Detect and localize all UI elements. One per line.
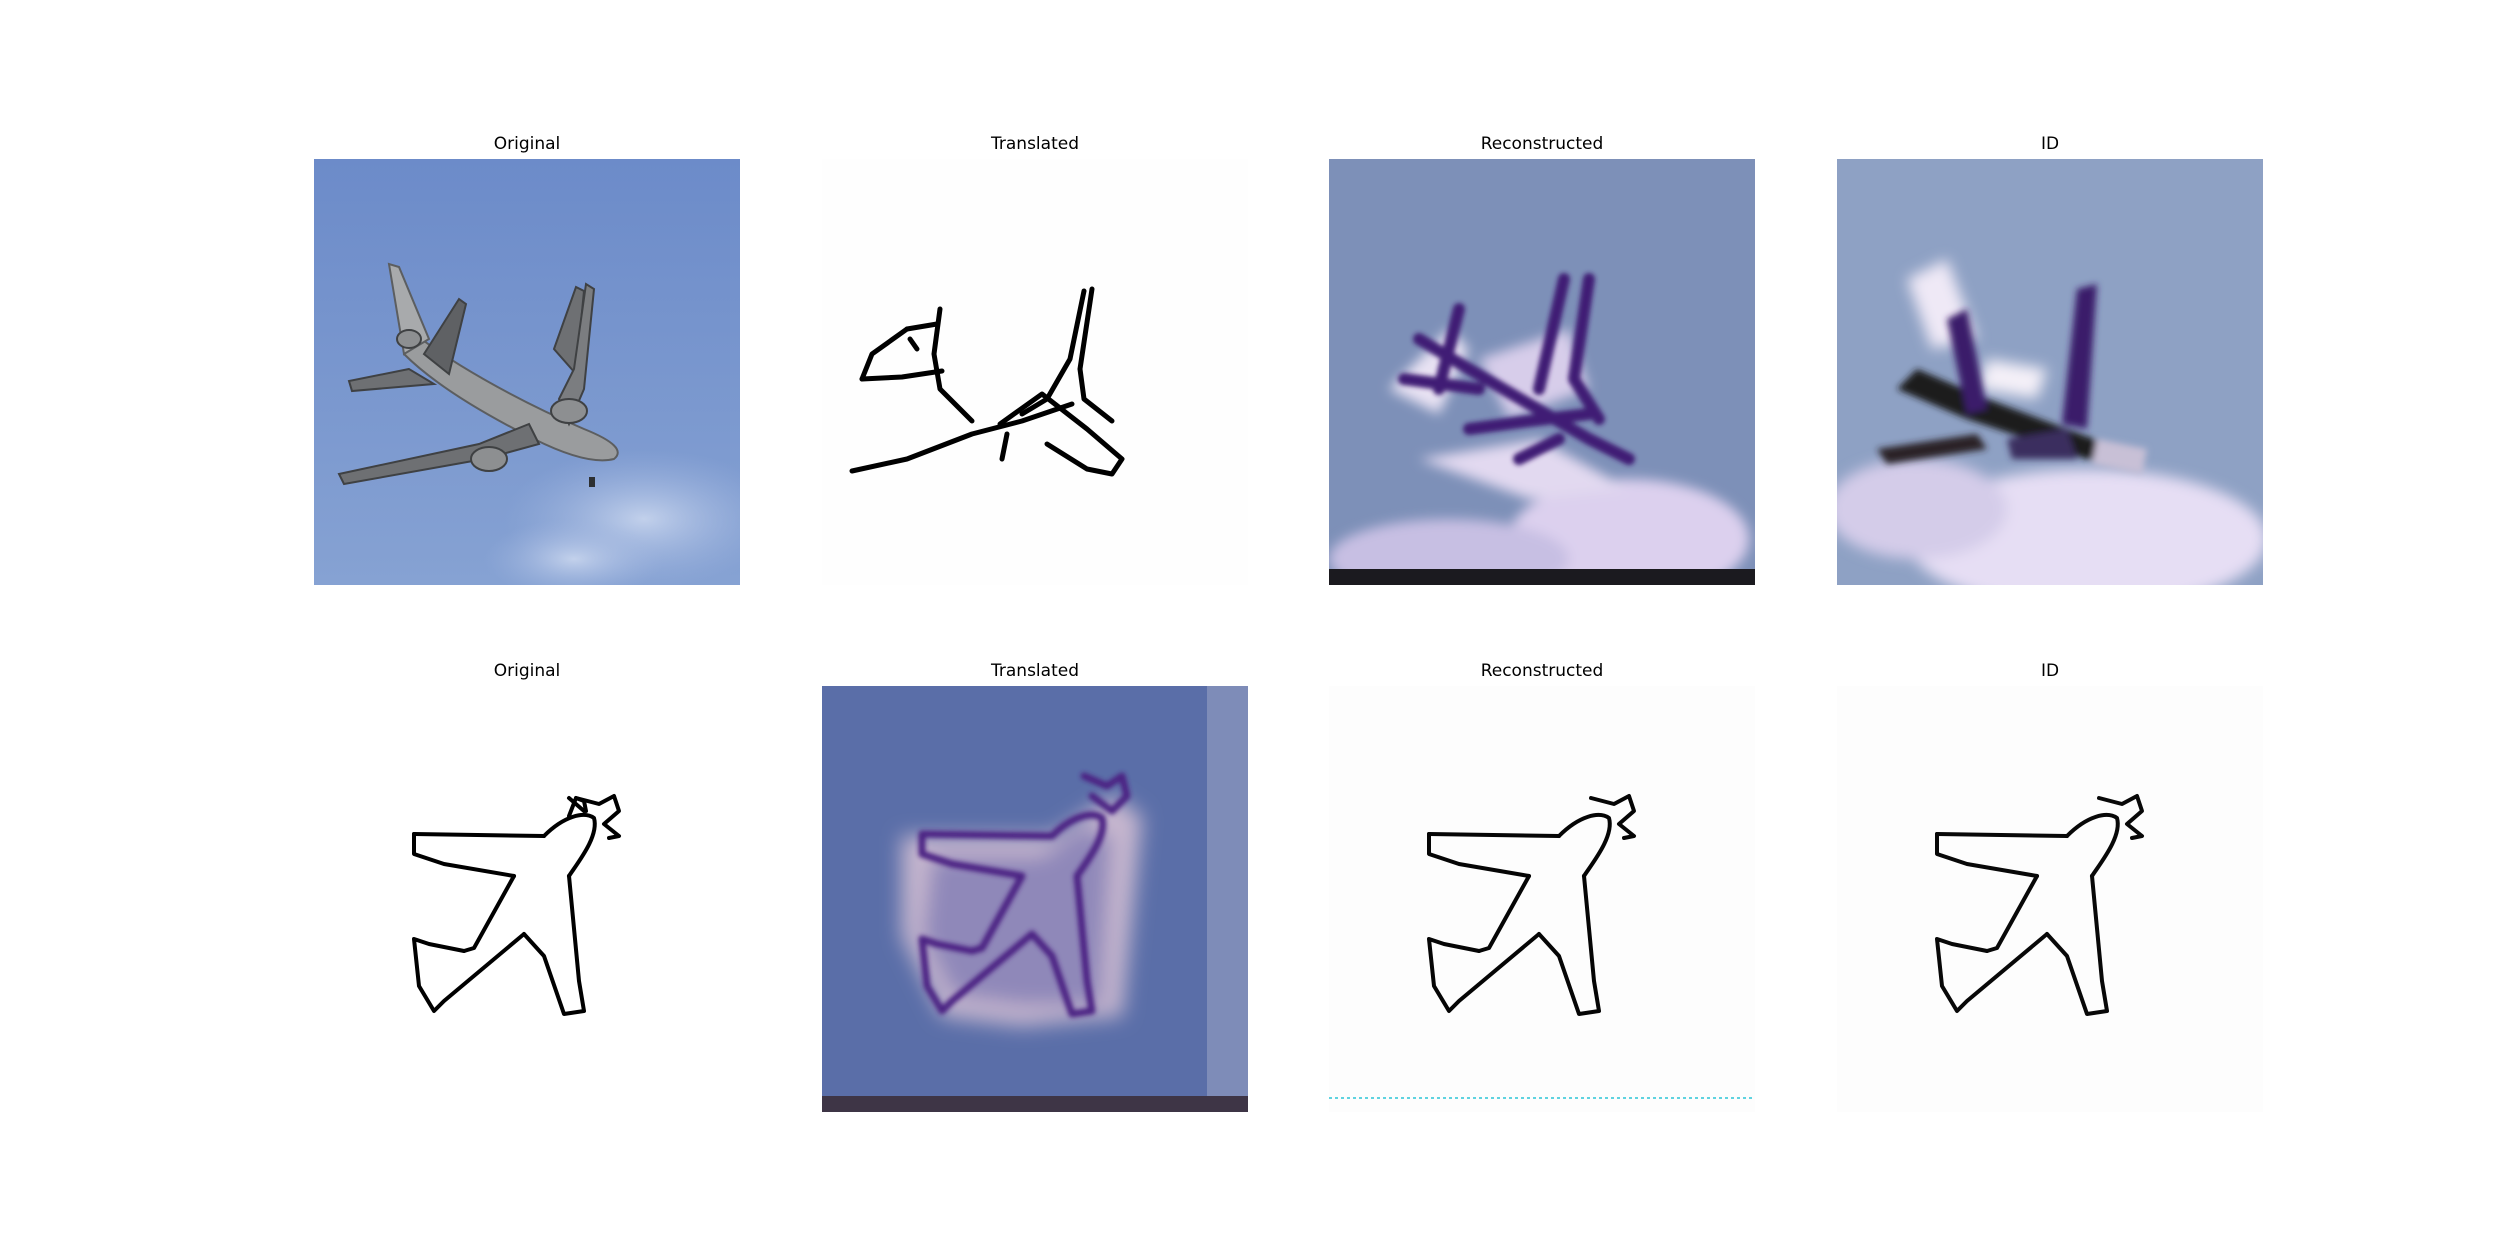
row2-translated-image (822, 686, 1248, 1112)
row1-title-reconstructed: Reconstructed (1480, 134, 1604, 154)
row1-reconstructed-image (1329, 159, 1755, 585)
row1-title-id: ID (2040, 134, 2060, 154)
row2-title-reconstructed: Reconstructed (1480, 661, 1604, 681)
row1-title-translated: Translated (991, 134, 1079, 154)
row1-title-original: Original (493, 134, 561, 154)
row1-original-image (314, 159, 740, 585)
row2-title-translated: Translated (991, 661, 1079, 681)
row2-original-image (314, 686, 740, 1112)
row2-id-image (1837, 686, 2263, 1112)
row2-title-id: ID (2040, 661, 2060, 681)
row1-translated-image (822, 159, 1248, 585)
row2-reconstructed-image (1329, 686, 1755, 1112)
row1-id-image (1837, 159, 2263, 585)
row2-title-original: Original (493, 661, 561, 681)
